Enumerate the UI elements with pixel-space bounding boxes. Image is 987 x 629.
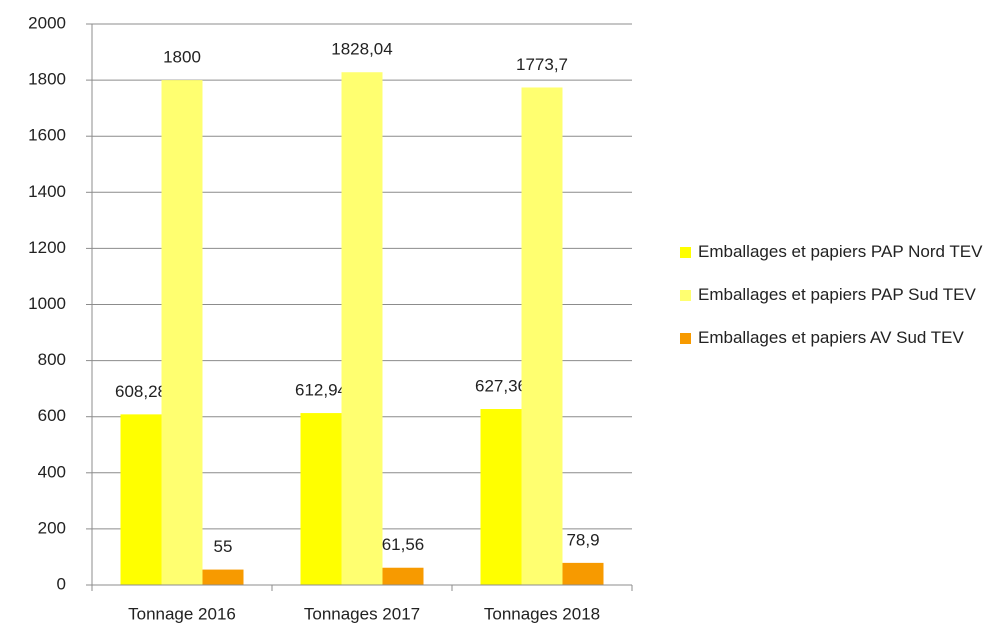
value-label: 55 bbox=[214, 537, 233, 556]
legend-line: Emballages et papiers AV Sud TEV bbox=[698, 328, 965, 347]
value-label: 612,94 bbox=[295, 381, 347, 400]
legend-line: Emballages et papiers PAP Nord TEV bbox=[698, 242, 983, 261]
y-tick-label: 1000 bbox=[28, 294, 66, 313]
y-tick-label: 2000 bbox=[28, 13, 66, 32]
value-label: 627,36 bbox=[475, 377, 527, 396]
bar bbox=[202, 569, 244, 585]
bar bbox=[341, 72, 383, 585]
bar bbox=[480, 409, 522, 585]
bar bbox=[161, 80, 203, 585]
x-tick-label: Tonnages 2017 bbox=[304, 604, 420, 623]
bar bbox=[382, 567, 424, 585]
y-tick-label: 400 bbox=[38, 462, 66, 481]
y-tick-label: 600 bbox=[38, 406, 66, 425]
y-tick-label: 0 bbox=[57, 574, 66, 593]
value-label: 1773,7 bbox=[516, 55, 568, 74]
legend-label: Emballages et papiers PAP Nord TEV bbox=[698, 242, 983, 261]
legend-label: Emballages et papiers AV Sud TEV bbox=[698, 328, 965, 347]
y-tick-label: 800 bbox=[38, 350, 66, 369]
bar bbox=[120, 414, 162, 585]
x-tick-label: Tonnages 2018 bbox=[484, 604, 600, 623]
legend-swatch bbox=[680, 333, 691, 344]
bar bbox=[300, 413, 342, 585]
y-tick-label: 1400 bbox=[28, 182, 66, 201]
y-tick-label: 1800 bbox=[28, 70, 66, 89]
y-tick-label: 200 bbox=[38, 518, 66, 537]
x-tick-label: Tonnage 2016 bbox=[128, 604, 236, 623]
value-label: 608,28 bbox=[115, 382, 167, 401]
legend-label: Emballages et papiers PAP Sud TEV bbox=[698, 285, 976, 304]
value-label: 78,9 bbox=[566, 530, 599, 549]
value-label: 1800 bbox=[163, 48, 201, 67]
legend-line: Emballages et papiers PAP Sud TEV bbox=[698, 285, 976, 304]
value-label: 61,56 bbox=[382, 535, 425, 554]
y-tick-label: 1200 bbox=[28, 238, 66, 257]
bar bbox=[562, 562, 604, 585]
legend-swatch bbox=[680, 290, 691, 301]
bar bbox=[521, 87, 563, 586]
legend-swatch bbox=[680, 247, 691, 258]
value-label: 1828,04 bbox=[331, 40, 392, 59]
y-tick-label: 1600 bbox=[28, 126, 66, 145]
